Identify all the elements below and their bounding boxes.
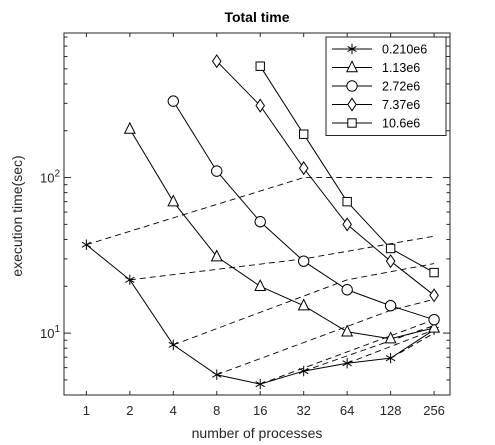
data-point-10.6e6 [385, 243, 396, 254]
data-point-7.37e6 [298, 161, 309, 176]
data-point-7.37e6 [255, 98, 266, 113]
legend-marker [345, 60, 359, 73]
data-point-10.6e6 [255, 61, 265, 71]
series-line-0.210e6 [86, 244, 435, 385]
data-point-0.210e6 [168, 339, 179, 351]
data-point-0.210e6 [81, 239, 92, 250]
x-tick-label: 2 [126, 403, 133, 418]
dashed-line [346, 329, 435, 364]
legend-label: 2.72e6 [382, 80, 420, 94]
legend-marker [347, 43, 357, 55]
data-point-2.72e6 [384, 300, 397, 312]
data-point-1.13e6 [210, 249, 223, 262]
legend-label: 7.37e6 [382, 98, 420, 112]
data-point-2.72e6 [211, 165, 223, 177]
data-point-2.72e6 [297, 255, 310, 267]
data-point-2.72e6 [341, 284, 353, 296]
y-tick-label: 101 [40, 324, 60, 341]
data-point-1.13e6 [123, 121, 136, 134]
data-point-1.13e6 [341, 324, 354, 337]
x-tick-label: 256 [423, 403, 445, 418]
data-point-0.210e6 [298, 365, 309, 377]
dashed-line [260, 319, 435, 385]
data-point-10.6e6 [298, 129, 309, 139]
dashed-line [173, 263, 435, 346]
axes-box [63, 32, 451, 396]
legend-marker [347, 97, 357, 112]
x-tick-label: 1 [83, 403, 90, 418]
y-axis-title: execution time(sec) [9, 155, 25, 276]
data-point-0.210e6 [385, 352, 396, 364]
legend-label: 1.13e6 [382, 61, 420, 75]
x-tick-label: 64 [340, 403, 354, 418]
dashed-line [86, 177, 435, 246]
x-tick-label: 128 [380, 403, 402, 418]
data-point-0.210e6 [342, 358, 352, 369]
data-point-7.37e6 [211, 54, 222, 69]
x-tick-label: 32 [296, 403, 310, 418]
data-point-0.210e6 [255, 378, 265, 390]
series-line-7.37e6 [216, 60, 435, 296]
data-point-2.72e6 [428, 313, 440, 326]
data-point-1.13e6 [254, 278, 267, 291]
data-point-10.6e6 [342, 196, 352, 207]
data-point-0.210e6 [125, 274, 135, 286]
data-point-2.72e6 [254, 216, 266, 228]
y-tick-label: 102 [40, 169, 60, 186]
legend-label: 0.210e6 [382, 43, 427, 57]
x-tick-label: 16 [253, 403, 267, 418]
series-line-1.13e6 [129, 128, 435, 340]
x-axis-title: number of processes [192, 425, 323, 441]
data-point-7.37e6 [385, 254, 396, 269]
legend-marker [347, 118, 357, 128]
chart-title: Total time [224, 9, 289, 25]
dashed-line [390, 332, 435, 359]
data-point-1.13e6 [384, 331, 397, 344]
data-point-1.13e6 [167, 194, 180, 207]
legend-marker [346, 80, 358, 92]
legend-label: 10.6e6 [382, 117, 420, 131]
data-point-0.210e6 [212, 369, 222, 380]
data-point-7.37e6 [342, 217, 352, 232]
x-tick-label: 8 [213, 403, 220, 418]
data-point-2.72e6 [167, 95, 179, 107]
x-tick-label: 4 [170, 403, 177, 418]
data-point-1.13e6 [428, 320, 441, 333]
data-point-1.13e6 [297, 298, 310, 311]
data-point-10.6e6 [429, 267, 439, 278]
data-point-7.37e6 [429, 288, 439, 303]
